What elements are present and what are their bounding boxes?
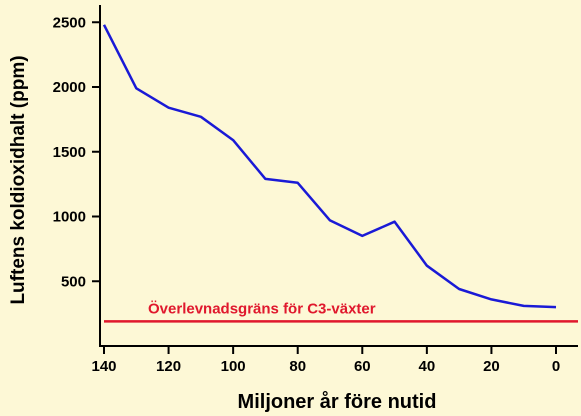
x-tick-label: 140: [91, 358, 116, 375]
y-tick-label: 1500: [53, 144, 86, 161]
threshold: Överlevnadsgräns för C3-växter: [104, 300, 578, 323]
y-tick-label: 2500: [53, 14, 86, 31]
x-tick-label: 80: [289, 358, 306, 375]
co2-series-line: [102, 24, 557, 309]
x-tick-label: 120: [156, 358, 181, 375]
y-tick-label: 1000: [53, 209, 86, 226]
x-tick-label: 40: [419, 358, 436, 375]
series: [102, 24, 557, 309]
x-tick-label: 100: [221, 358, 246, 375]
x-tick-label: 0: [552, 358, 560, 375]
axes: [99, 5, 578, 347]
threshold-label: Överlevnadsgräns för C3-växter: [148, 300, 376, 317]
x-tick-label: 20: [483, 358, 500, 375]
y-tick-label: 500: [61, 273, 86, 290]
ticks: 500 1000 1500 2000 2500 140 120 100 80 60 40 20 0: [53, 14, 561, 375]
x-axis-title: Miljoner år före nutid: [238, 390, 437, 413]
x-tick-label: 60: [354, 358, 371, 375]
y-axis-title: Luftens koldioxidhalt (ppm): [8, 55, 29, 304]
y-tick-label: 2000: [53, 79, 86, 96]
